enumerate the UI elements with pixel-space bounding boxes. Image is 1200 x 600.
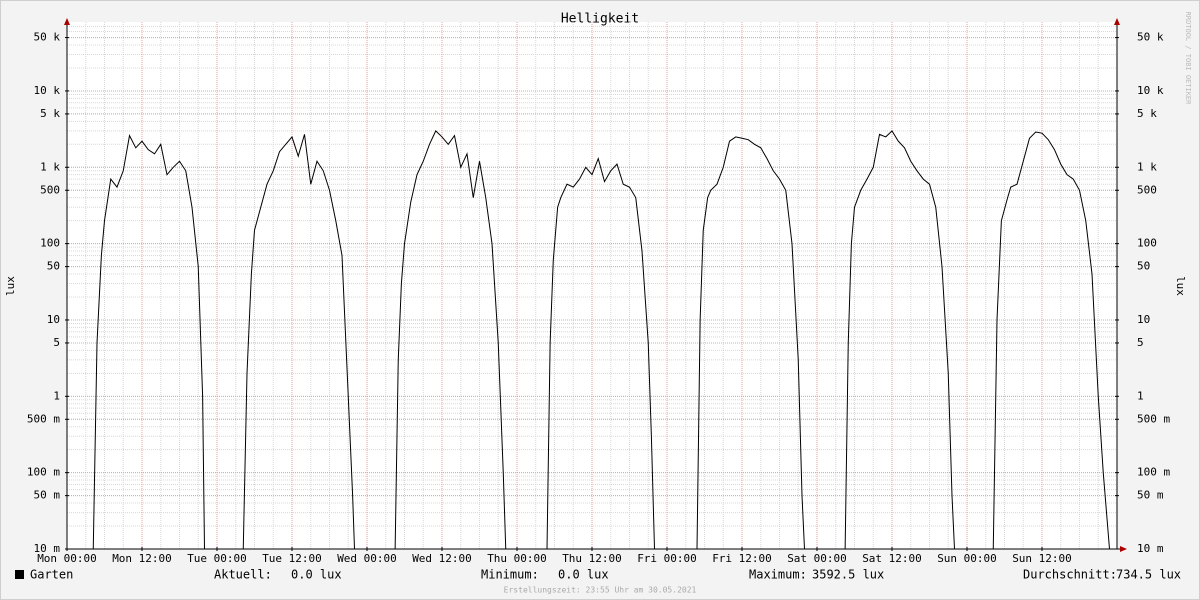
- footer: Erstellungszeit: 23:55 Uhr am 30.05.2021: [504, 586, 697, 595]
- x-tick-label: Sat 12:00: [862, 552, 922, 565]
- chart-title: Helligkeit: [561, 12, 639, 27]
- y-axis-label: lux: [4, 276, 17, 296]
- stat-label: Maximum:: [749, 568, 807, 582]
- stat-label: Durchschnitt:: [1023, 568, 1117, 582]
- y-tick-label: 1: [53, 389, 60, 402]
- y2-tick-label: 5: [1137, 336, 1144, 349]
- y2-tick-label: 5 k: [1137, 107, 1157, 120]
- stat-label: Minimum:: [481, 568, 539, 582]
- y2-tick-label: 500: [1137, 183, 1157, 196]
- x-tick-label: Tue 12:00: [262, 552, 322, 565]
- y-tick-label: 10 k: [34, 84, 61, 97]
- x-tick-label: Mon 00:00: [37, 552, 97, 565]
- x-tick-label: Wed 00:00: [337, 552, 397, 565]
- y-tick-label: 50 k: [34, 31, 61, 44]
- x-tick-label: Fri 00:00: [637, 552, 697, 565]
- stat-value: 0.0 lux: [558, 568, 609, 582]
- y2-tick-label: 100 m: [1137, 466, 1170, 479]
- y2-tick-label: 500 m: [1137, 412, 1170, 425]
- axis-arrow: [1120, 546, 1127, 552]
- x-tick-label: Wed 12:00: [412, 552, 472, 565]
- y2-tick-label: 1: [1137, 389, 1144, 402]
- y2-tick-label: 50 k: [1137, 31, 1164, 44]
- y-tick-label: 50: [47, 260, 60, 273]
- axis-arrow: [1114, 18, 1120, 25]
- y-tick-label: 50 m: [34, 489, 61, 502]
- y2-axis-label: lux: [1174, 276, 1187, 296]
- marks: [67, 130, 1110, 550]
- x-tick-label: Sun 00:00: [937, 552, 997, 565]
- side-note: RRDTOOL / TOBI OETIKER: [1184, 12, 1192, 106]
- stat-value: 3592.5 lux: [812, 568, 884, 582]
- y-tick-label: 500: [40, 183, 60, 196]
- stat-label: Aktuell:: [214, 568, 272, 582]
- y2-tick-label: 100: [1137, 237, 1157, 250]
- y-tick-label: 500 m: [27, 412, 60, 425]
- x-tick-label: Fri 12:00: [712, 552, 772, 565]
- y-tick-label: 5 k: [40, 107, 60, 120]
- axis-arrow: [64, 18, 70, 25]
- legend-swatch: [15, 570, 24, 579]
- plot-area: [67, 22, 1117, 549]
- x-tick-label: Tue 00:00: [187, 552, 247, 565]
- legend-label: Garten: [30, 568, 73, 582]
- y2-tick-label: 10 m: [1137, 542, 1164, 555]
- y2-tick-label: 10: [1137, 313, 1150, 326]
- x-tick-label: Thu 00:00: [487, 552, 547, 565]
- y2-tick-label: 1 k: [1137, 160, 1157, 173]
- y2-tick-label: 10 k: [1137, 84, 1164, 97]
- y-tick-label: 100 m: [27, 466, 60, 479]
- stat-value: 734.5 lux: [1116, 568, 1181, 582]
- x-tick-label: Thu 12:00: [562, 552, 622, 565]
- data-line: [67, 130, 1110, 550]
- x-tick-label: Sat 00:00: [787, 552, 847, 565]
- y2-tick-label: 50: [1137, 260, 1150, 273]
- grid: [65, 22, 1119, 551]
- y-tick-label: 10: [47, 313, 60, 326]
- y2-tick-label: 50 m: [1137, 489, 1164, 502]
- y-tick-label: 5: [53, 336, 60, 349]
- x-tick-label: Sun 12:00: [1012, 552, 1072, 565]
- x-tick-label: Mon 12:00: [112, 552, 172, 565]
- y-tick-label: 10 m: [34, 542, 61, 555]
- y-tick-label: 1 k: [40, 160, 60, 173]
- stat-value: 0.0 lux: [291, 568, 342, 582]
- y-tick-label: 100: [40, 237, 60, 250]
